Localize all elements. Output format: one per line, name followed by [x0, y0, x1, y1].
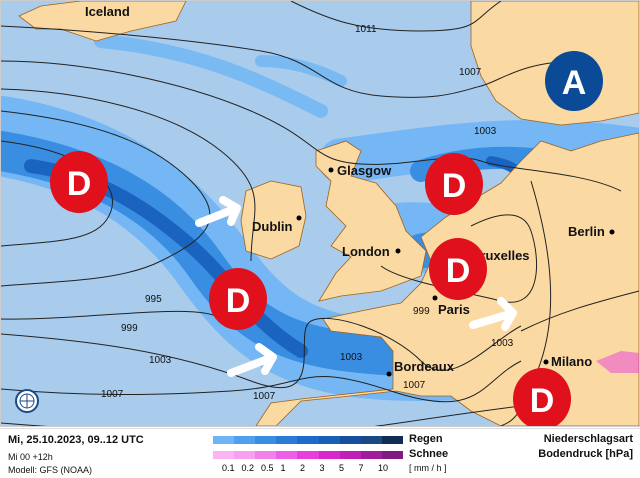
city-dot: [395, 248, 401, 254]
snow-color-step: [381, 451, 403, 459]
city-dot: [543, 359, 549, 365]
isobar-label: 1003: [474, 126, 497, 137]
city-london: London: [342, 244, 390, 259]
svg-text:D: D: [530, 382, 555, 420]
isobar-label: 1007: [403, 380, 426, 391]
snow-color-scale: [213, 451, 403, 459]
svg-text:D: D: [446, 252, 471, 290]
scale-tick: 3: [319, 463, 325, 473]
low-marker: D: [425, 153, 483, 215]
low-marker: D: [513, 368, 571, 430]
city-dot: [296, 215, 302, 221]
low-marker: D: [209, 268, 267, 330]
rain-color-scale: [213, 436, 403, 444]
city-dot: [386, 371, 392, 377]
city-berlin: Berlin: [568, 224, 605, 239]
scale-tick: 5: [339, 463, 345, 473]
snow-color-step: [297, 451, 319, 459]
isobar-label: 1003: [340, 352, 363, 363]
city-dot: [609, 229, 615, 235]
svg-text:D: D: [226, 282, 251, 320]
city-paris: Paris: [438, 302, 470, 317]
isobar-label: 1003: [149, 355, 172, 366]
rain-color-step: [318, 436, 340, 444]
snow-label: Schnee: [409, 448, 449, 460]
wind-arrow-icon: [195, 196, 241, 227]
city-bordeaux: Bordeaux: [394, 359, 455, 374]
rain-color-step: [339, 436, 361, 444]
svg-text:D: D: [67, 165, 92, 203]
scale-tick: 0.2: [241, 463, 255, 473]
scale-tick: 7: [358, 463, 364, 473]
scale-tick: 10: [378, 463, 389, 473]
city-bruxelles: Bruxelles: [471, 248, 530, 263]
isobar-label: 995: [145, 294, 162, 305]
rain-color-step: [255, 436, 277, 444]
legend-footer: Mi, 25.10.2023, 09..12 UTC Mi 00 +12h Mo…: [0, 428, 640, 478]
low-pressure-markers: D D D D D: [50, 151, 571, 430]
rain-label: Regen: [409, 433, 443, 445]
globe-icon[interactable]: [15, 389, 39, 413]
unit-label: [ mm / h ]: [409, 463, 447, 473]
snow-color-step: [318, 451, 340, 459]
high-marker: A: [545, 51, 603, 111]
city-glasgow: Glasgow: [337, 163, 392, 178]
rain-color-step: [360, 436, 382, 444]
svg-text:D: D: [442, 167, 467, 205]
rain-color-step: [276, 436, 298, 444]
city-milano: Milano: [551, 354, 592, 369]
precipitation-snow: [596, 351, 639, 373]
isobars: 1011 1007 1003 995 999 999 1003 1003 100…: [0, 0, 640, 438]
scale-ticks: 0.1 0.2 0.5 1 2 3 5 7 10: [222, 463, 398, 473]
isobar-label: 1011: [355, 24, 377, 35]
legend-title-type: Niederschlagsart: [543, 433, 633, 445]
svg-text:A: A: [562, 64, 587, 102]
scale-tick: 0.1: [222, 463, 235, 473]
isobar-label: 999: [121, 323, 138, 334]
wind-arrow-icon: [469, 297, 517, 331]
snow-color-step: [234, 451, 256, 459]
isobar-label: 1007: [253, 391, 276, 402]
isobar-label: 999: [413, 306, 430, 317]
isobar-label: 1007: [101, 389, 124, 400]
label-iceland: Iceland: [85, 4, 130, 19]
low-marker: D: [429, 238, 487, 300]
city-dot: [432, 295, 438, 301]
model-name: Modell: GFS (NOAA): [8, 465, 93, 475]
rain-color-step: [297, 436, 319, 444]
isobar-label: 1007: [459, 67, 482, 78]
scale-tick: 2: [300, 463, 306, 473]
rain-color-step: [381, 436, 403, 444]
forecast-datetime: Mi, 25.10.2023, 09..12 UTC: [8, 434, 144, 446]
rain-color-step: [213, 436, 235, 444]
wind-arrow-icon: [227, 343, 277, 377]
snow-color-step: [213, 451, 235, 459]
low-marker: D: [50, 151, 108, 213]
city-dublin: Dublin: [252, 219, 292, 234]
scale-tick: 0.5: [261, 463, 274, 473]
isobar-label: 1003: [491, 338, 514, 349]
rain-color-step: [234, 436, 256, 444]
snow-color-step: [276, 451, 298, 459]
cities: Iceland Glasgow Dublin London Bruxelles …: [85, 4, 615, 377]
scale-tick: 1: [280, 463, 286, 473]
legend-title-pressure: Bodendruck [hPa]: [538, 448, 633, 460]
forecast-run: Mi 00 +12h: [8, 452, 53, 462]
weather-map: 1011 1007 1003 995 999 999 1003 1003 100…: [0, 0, 640, 438]
snow-color-step: [255, 451, 277, 459]
snow-color-step: [339, 451, 361, 459]
city-dot: [328, 167, 334, 173]
snow-color-step: [360, 451, 382, 459]
